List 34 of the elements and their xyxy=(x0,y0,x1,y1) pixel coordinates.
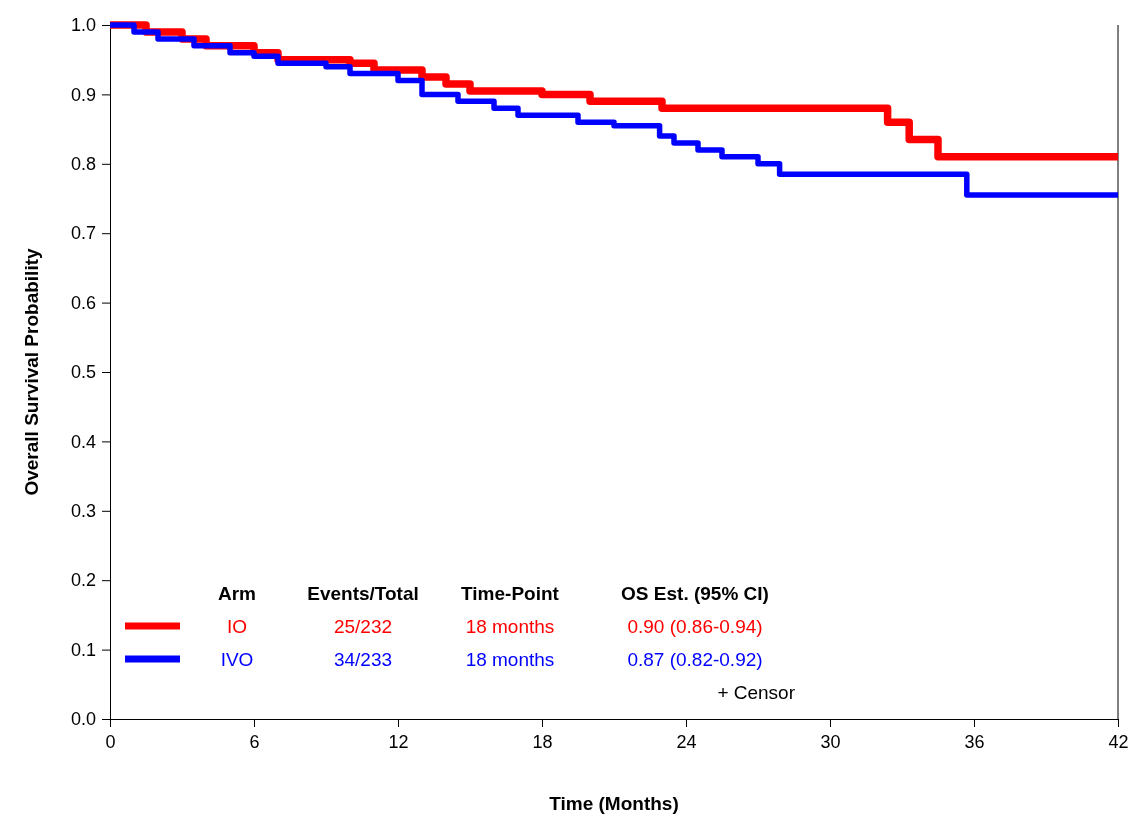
text: IO xyxy=(226,616,248,637)
annotation: 25/232 xyxy=(333,616,393,637)
annotation: + Censor xyxy=(717,682,796,703)
y-tick-label: 0.7 xyxy=(70,223,96,244)
y-tick-label: 0.0 xyxy=(70,709,96,730)
x-tick-label: 6 xyxy=(249,731,260,752)
legend-label: IVO xyxy=(220,649,254,670)
x-tick-label: 30 xyxy=(820,731,841,752)
y-tick-label: 0.9 xyxy=(70,84,96,105)
x-tick-label: 24 xyxy=(676,731,697,752)
annotation: Events/Total xyxy=(307,583,419,604)
annotation: 18 months xyxy=(465,616,555,637)
annotation: Time-Point xyxy=(461,583,560,604)
y-tick-label: 0.3 xyxy=(70,501,96,522)
y-tick-label: 0.8 xyxy=(70,154,96,175)
x-tick-label: 42 xyxy=(1108,731,1129,752)
y-tick-label: 0.2 xyxy=(70,570,96,591)
annotation: OS Est. (95% CI) xyxy=(621,583,769,604)
x-axis-title: Time (Months) xyxy=(549,793,679,814)
x-tick-label: 0 xyxy=(105,731,116,752)
y-tick-label: 0.4 xyxy=(70,431,96,452)
y-tick-label: 0.1 xyxy=(70,639,96,660)
y-tick-label: 1.0 xyxy=(70,15,96,36)
annotation: 34/233 xyxy=(333,649,393,670)
x-tick-label: 36 xyxy=(964,731,985,752)
y-tick-label: 0.5 xyxy=(70,362,96,383)
annotation: 0.90 (0.86-0.94) xyxy=(627,616,763,637)
x-tick-label: 18 xyxy=(532,731,553,752)
y-tick-label: 0.6 xyxy=(70,292,96,313)
x-tick-label: 12 xyxy=(388,731,409,752)
annotation: 18 months xyxy=(465,649,555,670)
annotation: Arm xyxy=(217,583,257,604)
annotation: 0.87 (0.82-0.92) xyxy=(627,649,763,670)
y-axis-title: Overall Survival Probability xyxy=(21,248,42,496)
